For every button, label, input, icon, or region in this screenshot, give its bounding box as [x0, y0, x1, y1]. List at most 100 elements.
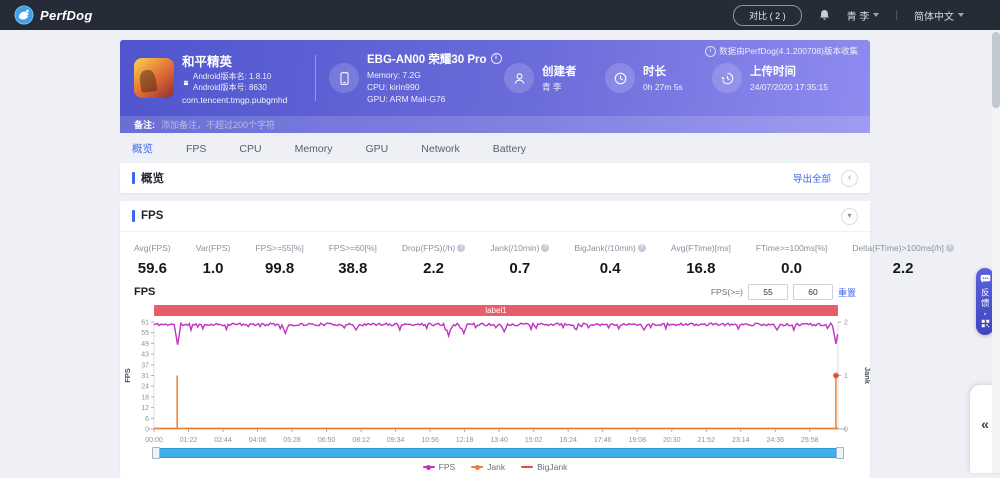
android-version-name: Android版本名: 1.8.10 — [193, 72, 271, 83]
stat-value: 2.2 — [402, 260, 465, 277]
creator-label: 创建者 — [542, 63, 577, 79]
svg-text:Jank: Jank — [863, 367, 870, 385]
help-icon[interactable]: ? — [638, 244, 646, 252]
legend-marker — [471, 466, 483, 468]
tab-Battery[interactable]: Battery — [493, 143, 526, 155]
svg-text:12: 12 — [141, 405, 149, 412]
note-label: 备注: — [134, 118, 155, 131]
history-clock-icon — [712, 63, 742, 93]
device-info-icon[interactable]: i — [491, 53, 502, 64]
chevron-down-icon: ▾ — [847, 212, 851, 220]
scrollbar-thumb[interactable] — [992, 32, 1000, 108]
stat-label: FPS>=60[%] — [329, 243, 377, 253]
navbar-divider: | — [895, 10, 898, 21]
svg-text:12:18: 12:18 — [456, 437, 474, 444]
tab-Memory[interactable]: Memory — [295, 143, 333, 155]
overview-collapse-button[interactable]: ‹ — [841, 170, 858, 187]
language-label: 简体中文 — [914, 8, 954, 23]
svg-text:24: 24 — [141, 384, 149, 391]
help-icon[interactable]: ? — [457, 244, 465, 252]
stat-label: Avg(FTime)[ms] — [671, 243, 731, 253]
device-memory: Memory: 7.2G — [367, 69, 502, 81]
svg-text:02:44: 02:44 — [214, 437, 232, 444]
fps-threshold-low-input[interactable] — [748, 284, 788, 300]
tab-GPU[interactable]: GPU — [366, 143, 389, 155]
svg-text:19:08: 19:08 — [628, 437, 646, 444]
legend-item-FPS[interactable]: FPS — [423, 462, 456, 472]
stat-FTime>=100ms[%]: FTime>=100ms[%]0.0 — [756, 243, 828, 277]
legend-item-BigJank[interactable]: BigJank — [521, 462, 567, 472]
fps-threshold-high-input[interactable] — [793, 284, 833, 300]
stat-value: 0.7 — [490, 260, 549, 277]
perfdog-brand[interactable]: PerfDog — [14, 5, 93, 25]
svg-text:21:52: 21:52 — [697, 437, 715, 444]
svg-text:10:56: 10:56 — [421, 437, 439, 444]
stat-Avg(FTime)[ms]: Avg(FTime)[ms]16.8 — [671, 243, 731, 277]
help-icon[interactable]: ? — [946, 244, 954, 252]
page-scrollbar[interactable] — [992, 30, 1000, 473]
stat-FPS>=60[%]: FPS>=60[%]38.8 — [329, 243, 377, 277]
language-menu[interactable]: 简体中文 — [914, 8, 964, 23]
svg-text:37: 37 — [141, 362, 149, 369]
stat-value: 2.2 — [852, 260, 954, 277]
svg-text:55: 55 — [141, 330, 149, 337]
svg-text:6: 6 — [145, 416, 149, 423]
notifications-bell-icon[interactable] — [818, 8, 831, 22]
legend-item-Jank[interactable]: Jank — [471, 462, 505, 472]
stat-label: Var(FPS) — [196, 243, 231, 253]
double-chevron-left-icon: « — [981, 417, 989, 473]
game-title: 和平精英 — [182, 51, 287, 70]
range-handle-left[interactable] — [152, 447, 160, 459]
stat-value: 99.8 — [255, 260, 303, 277]
reset-button[interactable]: 重置 — [838, 286, 856, 299]
chart-title: FPS — [134, 286, 155, 298]
upload-value: 24/07/2020 17:35:15 — [750, 81, 828, 93]
android-version-code: Android版本号: 8630 — [193, 83, 271, 94]
range-handle-right[interactable] — [836, 447, 844, 459]
stat-value: 0.4 — [574, 260, 645, 277]
tab-CPU[interactable]: CPU — [239, 143, 261, 155]
export-all-link[interactable]: 导出全部 — [793, 171, 831, 185]
upload-label: 上传时间 — [750, 63, 828, 79]
help-icon[interactable]: ? — [541, 244, 549, 252]
user-menu[interactable]: 青 李 — [847, 8, 880, 23]
chart-range-slider[interactable] — [152, 448, 844, 458]
game-info: 和平精英 Android版本名: 1.8.10 — [134, 51, 302, 106]
feedback-label: 反馈 — [981, 288, 990, 309]
android-icon — [182, 78, 190, 87]
compare-button[interactable]: 对比 ( 2 ) — [733, 5, 802, 26]
device-name: EBG-AN00 荣耀30 Pro — [367, 51, 487, 67]
note-input[interactable]: 备注: 添加备注，不超过200个字符 — [120, 116, 870, 133]
tab-概览[interactable]: 概览 — [132, 141, 153, 156]
fps-collapse-button[interactable]: ▾ — [841, 208, 858, 225]
svg-text:16:24: 16:24 — [559, 437, 577, 444]
stat-value: 1.0 — [196, 260, 231, 277]
svg-text:23:14: 23:14 — [732, 437, 750, 444]
collapse-left-icon: ‹ — [848, 173, 851, 183]
info-icon: i — [705, 46, 716, 57]
stat-label: BigJank(/10min) — [574, 243, 635, 253]
chart-label-band[interactable]: label1 — [154, 305, 838, 316]
svg-text:20:30: 20:30 — [663, 437, 681, 444]
svg-text:24:36: 24:36 — [767, 437, 785, 444]
stat-Var(FPS): Var(FPS) 1.0 — [196, 243, 231, 277]
svg-text:17:46: 17:46 — [594, 437, 612, 444]
top-navbar: PerfDog 对比 ( 2 ) 青 李 | 简体中文 — [0, 0, 1000, 30]
duration-label: 时长 — [643, 63, 683, 79]
tab-FPS[interactable]: FPS — [186, 143, 206, 155]
svg-text:0: 0 — [145, 427, 149, 434]
user-name: 青 李 — [847, 8, 870, 23]
overview-section: 概览 导出全部 ‹ — [120, 163, 870, 193]
svg-text:1: 1 — [844, 373, 848, 380]
stat-label: Delta(FTime)>100ms[/h] — [852, 243, 944, 253]
phone-icon — [329, 63, 359, 93]
report-banner: 和平精英 Android版本名: 1.8.10 — [120, 40, 870, 133]
stat-label: Avg(FPS) — [134, 243, 171, 253]
legend-label: BigJank — [537, 462, 567, 472]
section-accent-bar — [132, 210, 135, 222]
filter-label: FPS(>=) — [711, 287, 743, 297]
svg-text:04:06: 04:06 — [249, 437, 267, 444]
tab-Network[interactable]: Network — [421, 143, 460, 155]
